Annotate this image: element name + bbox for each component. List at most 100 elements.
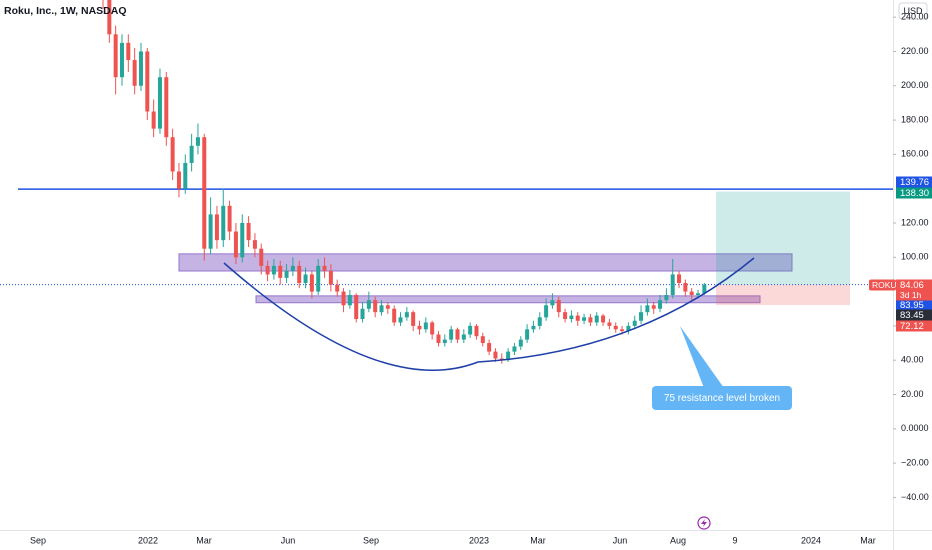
candle-body (417, 325, 422, 330)
candle-body (151, 111, 156, 129)
candle-body (556, 300, 561, 313)
candle-body (240, 222, 245, 258)
y-tick-label: 40.00 (901, 355, 924, 365)
x-tick-label: Mar (196, 535, 212, 545)
x-tick-label: 9 (732, 535, 737, 545)
candle-body (550, 300, 555, 306)
y-tick-label: 160.00 (901, 149, 929, 159)
candle-body (569, 315, 574, 320)
candle-body (461, 334, 466, 340)
target-zone (716, 191, 850, 285)
resistance-zone (255, 295, 761, 304)
candle-body (442, 339, 447, 344)
candle-body (468, 325, 473, 335)
candle-body (518, 339, 523, 347)
price-label: 138.30 (900, 188, 929, 199)
candle-body (379, 305, 384, 313)
candle-body (436, 334, 441, 344)
y-tick-label: −20.00 (901, 457, 929, 467)
candle-body (525, 329, 530, 340)
candle-body (176, 171, 181, 189)
candle-body (670, 274, 675, 296)
price-label-box (896, 309, 932, 321)
candle-body (297, 265, 302, 284)
candle-body (594, 315, 599, 323)
candle-body (651, 305, 656, 309)
candle-body (157, 77, 162, 129)
candle-body (563, 312, 568, 320)
y-tick-label: 120.00 (901, 217, 929, 227)
candle-body (119, 42, 124, 78)
candle-body (132, 60, 137, 86)
candle-body (373, 300, 378, 313)
price-label-box (896, 279, 932, 291)
candle-body (309, 274, 314, 292)
candle-body (607, 322, 612, 326)
candle-body (164, 77, 169, 138)
countdown-box (896, 289, 932, 301)
candle-body (233, 231, 238, 258)
candle-body (531, 325, 536, 330)
symbol: ROKU (872, 280, 897, 290)
x-tick-label: Jun (281, 535, 296, 545)
price-label: 139.76 (900, 177, 929, 188)
candle-body (645, 305, 650, 313)
candle-body (411, 312, 416, 326)
candle-body (677, 274, 682, 284)
cup-curve (223, 257, 755, 371)
x-tick-label: Sep (30, 535, 46, 545)
candle-body (170, 137, 175, 172)
candle-body (189, 145, 194, 163)
candle-body (506, 351, 511, 361)
candle-body (126, 42, 131, 61)
candle-body (107, 0, 112, 35)
currency-box[interactable] (898, 2, 928, 20)
y-tick-label: 240.00 (901, 12, 929, 22)
candle-body (696, 293, 701, 296)
y-tick-label: 0.0000 (901, 423, 929, 433)
candle-body (455, 329, 460, 340)
candle-body (658, 300, 663, 309)
candle-body (683, 283, 688, 292)
candle-body (214, 214, 219, 241)
candle-body (449, 329, 454, 340)
y-tick-label: 200.00 (901, 80, 929, 90)
y-tick-label: 220.00 (901, 46, 929, 56)
candle-body (639, 312, 644, 321)
candle-body (588, 317, 593, 323)
candle-body (385, 305, 390, 309)
candle-body (328, 271, 333, 285)
candle-body (246, 222, 251, 241)
candle-body (290, 265, 295, 272)
price-label-box (896, 176, 932, 188)
price-label: 84.06 (900, 280, 924, 291)
candle-body (221, 205, 226, 241)
price-label: 83.95 (900, 300, 924, 311)
candle-body (423, 322, 428, 330)
candle-body (582, 317, 587, 321)
candle-body (601, 315, 606, 323)
callout (652, 386, 792, 410)
y-tick-label: 20.00 (901, 389, 924, 399)
candle-body (303, 274, 308, 284)
callout-text: 75 resistance level broken (664, 393, 780, 404)
candle-body (335, 284, 340, 292)
plot-area (0, 0, 893, 410)
candle-body (474, 325, 479, 337)
candle-body (575, 315, 580, 321)
price-label-box (896, 320, 932, 332)
candle-body (689, 291, 694, 296)
candle-body (341, 291, 346, 306)
candle-body (138, 51, 143, 86)
candle-body (487, 343, 492, 352)
candle-body (366, 300, 371, 309)
candle-body (202, 137, 207, 249)
candle-body (208, 214, 213, 249)
candle-body (493, 351, 498, 359)
symbol-box (869, 279, 896, 291)
candle-body (404, 312, 409, 318)
y-tick-label: 100.00 (901, 252, 929, 262)
price-label: 83.45 (900, 310, 924, 321)
